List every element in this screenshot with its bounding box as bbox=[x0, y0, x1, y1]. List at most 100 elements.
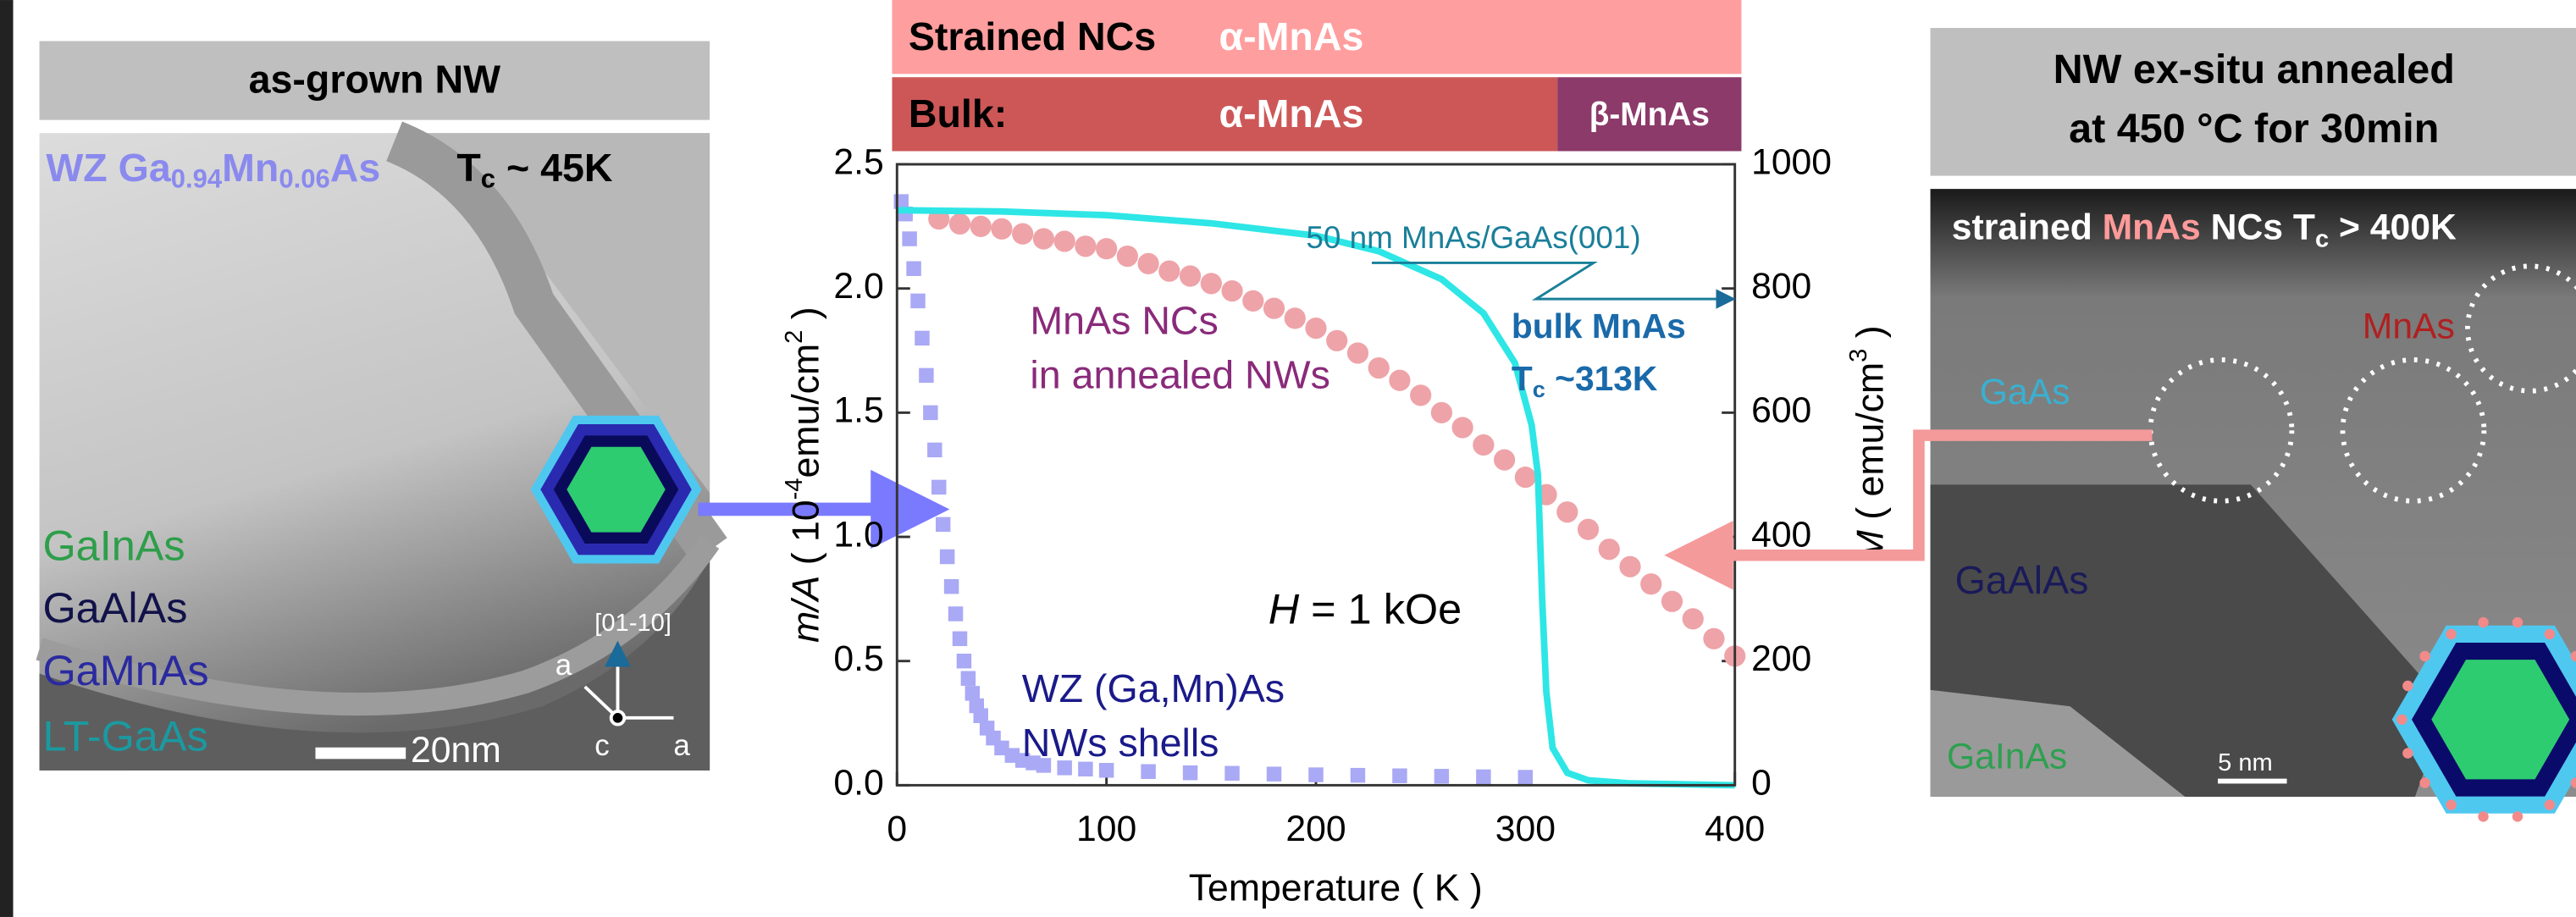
data-point bbox=[1351, 768, 1365, 782]
left-title: as-grown NW bbox=[249, 57, 500, 101]
y2-tick-label: 600 bbox=[1751, 390, 1811, 431]
data-point bbox=[1619, 556, 1640, 577]
caption-sub: c bbox=[2315, 225, 2329, 252]
formula-part: WZ Ga bbox=[46, 146, 172, 190]
data-point bbox=[1683, 608, 1704, 629]
data-point bbox=[970, 216, 992, 237]
scale-label: 20nm bbox=[411, 730, 501, 771]
data-point bbox=[1137, 253, 1158, 274]
data-point bbox=[1326, 330, 1347, 351]
axis-letter: a bbox=[673, 729, 690, 762]
data-point bbox=[1285, 307, 1306, 329]
y2-tick-label: 1000 bbox=[1751, 141, 1832, 182]
layer-label: GaAlAs bbox=[42, 583, 187, 632]
y-unit: emu/cm bbox=[785, 344, 826, 478]
data-point bbox=[1518, 770, 1533, 784]
pointer bbox=[1372, 262, 1733, 299]
x-tick-label: 400 bbox=[1705, 809, 1765, 849]
x-tick-label: 200 bbox=[1285, 809, 1346, 849]
data-point bbox=[1434, 769, 1449, 783]
data-point bbox=[927, 443, 942, 457]
scale-bar bbox=[315, 748, 406, 760]
nc-dot bbox=[2512, 811, 2523, 821]
data-point bbox=[940, 550, 954, 564]
data-point bbox=[953, 632, 967, 646]
data-point bbox=[1308, 767, 1323, 782]
phase-label: GaAlAs bbox=[1955, 558, 2089, 602]
edge-bar bbox=[0, 0, 14, 917]
data-point bbox=[1158, 261, 1180, 282]
layer-label: GaMnAs bbox=[42, 646, 208, 694]
annotation: in annealed NWs bbox=[1030, 353, 1329, 397]
caption-part: > 400K bbox=[2329, 207, 2457, 248]
data-point bbox=[949, 213, 970, 235]
tc-sub: c bbox=[1533, 376, 1545, 402]
data-point bbox=[1096, 238, 1117, 259]
y-tick-label: 2.5 bbox=[833, 141, 883, 182]
caption-part: NCs T bbox=[2201, 207, 2315, 248]
data-point bbox=[1267, 766, 1281, 781]
data-point bbox=[1054, 230, 1075, 251]
data-point bbox=[919, 368, 933, 383]
y-tick-label: 1.5 bbox=[833, 390, 883, 431]
data-point bbox=[910, 294, 925, 308]
formula-part: Mn bbox=[222, 146, 279, 190]
layer-label: GaInAs bbox=[42, 521, 185, 569]
data-point bbox=[944, 579, 959, 594]
tc-rest: ~313K bbox=[1545, 359, 1658, 398]
layer-label: LT-GaAs bbox=[42, 711, 207, 760]
data-point bbox=[1368, 357, 1390, 378]
field-rest: = 1 kOe bbox=[1299, 585, 1462, 633]
data-point bbox=[1141, 765, 1155, 779]
data-point bbox=[1599, 539, 1620, 560]
y2-tick-label: 0 bbox=[1751, 763, 1772, 804]
nc-dot bbox=[2446, 799, 2456, 809]
tc-t: T bbox=[1512, 359, 1533, 398]
y-unit: ( 10 bbox=[785, 500, 826, 575]
y-unit: ) bbox=[785, 307, 826, 329]
data-point bbox=[936, 517, 950, 532]
data-point bbox=[961, 671, 976, 686]
page: {"left_panel": {"header": "as-grown NW",… bbox=[0, 0, 2576, 917]
formula-sub: 0.94 bbox=[171, 164, 223, 194]
nc-dot bbox=[2419, 777, 2430, 787]
y2-tick-label: 200 bbox=[1751, 638, 1811, 679]
annotation: MnAs NCs bbox=[1030, 299, 1218, 343]
nc-dot bbox=[2402, 748, 2413, 758]
tc-t: T bbox=[456, 146, 480, 190]
formula-sub: 0.06 bbox=[279, 164, 329, 194]
data-point bbox=[1703, 628, 1724, 649]
y2-unit: ( emu/cm bbox=[1849, 362, 1891, 530]
data-point bbox=[1117, 246, 1138, 267]
data-point bbox=[1431, 402, 1452, 423]
y-exp: -4 bbox=[781, 478, 808, 500]
tc-left: Tc ~ 45K bbox=[456, 146, 613, 194]
y2-axis-label: M ( emu/cm3 ) bbox=[1845, 325, 1892, 561]
data-point bbox=[957, 654, 971, 668]
data-point bbox=[1180, 265, 1201, 286]
data-point bbox=[948, 606, 963, 621]
data-point bbox=[1661, 591, 1683, 612]
field-var: H bbox=[1269, 585, 1300, 633]
formula-part: As bbox=[330, 146, 381, 190]
tc-rest: ~ 45K bbox=[495, 146, 613, 190]
annotation: NWs shells bbox=[1022, 721, 1219, 765]
nc-dot bbox=[2545, 799, 2555, 809]
right-title: NW ex-situ annealed bbox=[2054, 47, 2455, 92]
data-point bbox=[1224, 766, 1239, 781]
nc-dot bbox=[2545, 629, 2555, 639]
y-tick-label: 1.0 bbox=[833, 514, 883, 555]
annotation: Tc ~313K bbox=[1512, 359, 1658, 402]
data-point bbox=[1392, 768, 1407, 782]
data-point bbox=[1556, 501, 1578, 522]
data-point bbox=[1473, 434, 1494, 456]
data-point bbox=[1221, 280, 1242, 301]
axis-letter: c bbox=[594, 729, 609, 762]
data-point bbox=[1201, 273, 1222, 294]
y2-tick-label: 400 bbox=[1751, 514, 1811, 555]
bar-label: Strained NCs bbox=[909, 14, 1156, 58]
data-point bbox=[902, 231, 916, 246]
nc-dot bbox=[2478, 811, 2488, 821]
bar-label: α-MnAs bbox=[1219, 14, 1364, 58]
data-point bbox=[1452, 417, 1473, 438]
